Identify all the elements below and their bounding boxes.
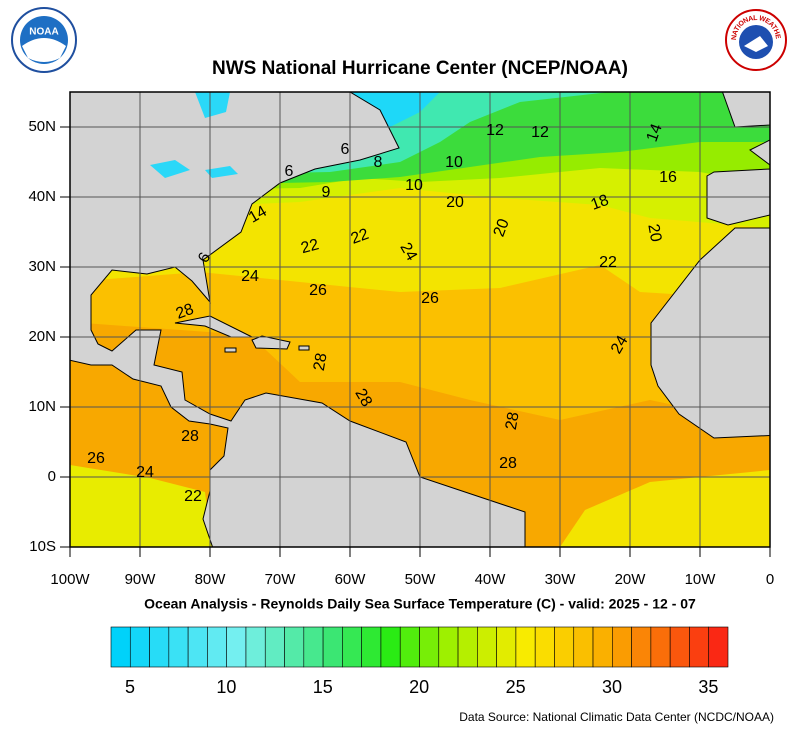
lon-label: 0 — [766, 571, 774, 588]
colorbar-box — [149, 626, 170, 668]
contour-label: 16 — [659, 169, 677, 186]
title: NWS National Hurricane Center (NCEP/NOAA… — [212, 58, 628, 79]
colorbar-box — [554, 626, 575, 668]
contour-label: 24 — [608, 333, 632, 357]
lon-label: 70W — [265, 571, 297, 588]
lat-label: 0 — [48, 468, 56, 485]
lon-label: 10W — [685, 571, 717, 588]
contour-label: 12 — [486, 122, 504, 139]
contour-label: 26 — [421, 290, 439, 307]
lat-label: 40N — [28, 188, 56, 205]
colorbar-box — [380, 626, 401, 668]
colorbar-label: 10 — [216, 677, 236, 697]
contour-label: 14 — [644, 122, 666, 145]
contour-label: 22 — [184, 488, 202, 505]
lat-label: 50N — [28, 118, 56, 135]
colorbar-box — [708, 626, 729, 668]
colorbar-box — [496, 626, 517, 668]
lon-label: 30W — [545, 571, 577, 588]
contour-label: 28 — [181, 428, 199, 445]
noaa-logo: NOAA — [11, 7, 77, 73]
colorbar-box — [477, 626, 497, 668]
lon-label: 80W — [195, 571, 227, 588]
contour-label: 10 — [405, 177, 423, 194]
contour-label: 14 — [246, 203, 270, 227]
grid — [70, 92, 770, 547]
contour-label: 26 — [309, 282, 327, 299]
noaa-logo-text: NOAA — [29, 27, 58, 38]
contour-label: 20 — [491, 217, 513, 240]
colorbar-label: 20 — [409, 677, 429, 697]
contour-label: 18 — [589, 192, 612, 214]
contour-label: 20 — [644, 223, 664, 244]
contour-labels: 12 12 14 16 18 20 22 24 10 10 20 20 8 6 6 9 14 22 22 24 24 26… — [87, 122, 677, 506]
contour-label: 22 — [299, 236, 321, 257]
contour-label: 22 — [349, 226, 372, 248]
lon-label: 50W — [405, 571, 437, 588]
colorbar-box — [361, 626, 382, 668]
colorbar-box — [129, 626, 150, 668]
colorbar-box — [534, 626, 555, 668]
colorbar-box — [303, 626, 324, 668]
contour-label: 28 — [174, 301, 197, 323]
colorbar-box — [207, 626, 227, 668]
colorbar-label: 15 — [313, 677, 333, 697]
contour-label: 20 — [446, 194, 464, 211]
colorbar-label: 5 — [125, 677, 135, 697]
contour-label: 26 — [87, 450, 105, 467]
lon-label: 90W — [125, 571, 157, 588]
colorbar-box — [342, 626, 362, 668]
colorbar-box — [322, 626, 343, 668]
colorbar-box — [669, 626, 690, 668]
colorbar-box — [631, 626, 652, 668]
colorbar-box — [226, 626, 247, 668]
colorbar-box — [264, 626, 285, 668]
contour-label: 8 — [374, 154, 383, 171]
colorbar-box — [399, 626, 420, 668]
colorbar-label: 35 — [698, 677, 718, 697]
contour-label: 12 — [531, 124, 549, 141]
colorbar-box — [187, 626, 208, 668]
lon-label: 40W — [475, 571, 507, 588]
colorbar-box — [110, 626, 131, 668]
lat-label: 30N — [28, 258, 56, 275]
axes: 100W 90W 80W 70W 60W 50W 40W 30W 20W 10W 0 50N 40N 30… — [28, 118, 774, 588]
colorbar-box — [245, 626, 266, 668]
colorbar-box — [650, 626, 671, 668]
contour-label: 9 — [322, 184, 331, 201]
contour-label: 6 — [341, 141, 350, 158]
contour-label: 6 — [285, 163, 294, 180]
lon-label: 60W — [335, 571, 367, 588]
colorbar-box — [438, 626, 459, 668]
lon-label: 20W — [615, 571, 647, 588]
colorbar-box — [457, 626, 478, 668]
colorbar-box — [419, 626, 440, 668]
colorbar: 5 10 15 20 25 30 35 — [110, 626, 729, 697]
colorbar-box — [284, 626, 305, 668]
colorbar-box — [592, 626, 613, 668]
contour-label: 24 — [136, 464, 154, 481]
contour-label: 28 — [351, 386, 375, 410]
colorbar-box — [168, 626, 189, 668]
contour-label: 24 — [241, 268, 259, 285]
colorbar-label: 30 — [602, 677, 622, 697]
contour-label: 28 — [499, 455, 517, 472]
contour-label: 24 — [396, 240, 420, 264]
contour-label: 10 — [445, 154, 463, 171]
source: Data Source: National Climatic Data Cent… — [459, 710, 774, 724]
contour-label: 28 — [311, 352, 331, 373]
colorbar-box — [515, 626, 536, 668]
lat-label: 10N — [28, 398, 56, 415]
colorbar-box — [689, 626, 710, 668]
lat-label: 10S — [29, 538, 56, 555]
colorbar-box — [612, 626, 632, 668]
contour-label: 22 — [599, 254, 617, 271]
colorbar-label: 25 — [506, 677, 526, 697]
caption: Ocean Analysis - Reynolds Daily Sea Surf… — [144, 596, 696, 612]
lon-label: 100W — [50, 571, 90, 588]
lat-label: 20N — [28, 328, 56, 345]
contour-label: 28 — [503, 411, 523, 432]
colorbar-box — [573, 626, 594, 668]
